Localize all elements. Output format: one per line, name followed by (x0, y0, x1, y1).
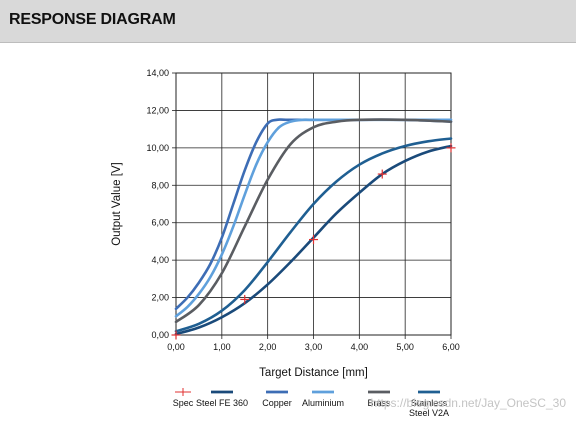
spec-point (309, 235, 318, 245)
series-line-aluminium (174, 118, 453, 318)
spec-point (377, 169, 387, 179)
x-tick-label: 2,00 (259, 342, 277, 352)
y-tick-label: 8,00 (151, 180, 169, 190)
legend-label-stainless-steel-v2a: Stainless (411, 398, 448, 408)
series-line-stainless-steel-v2a (174, 137, 453, 333)
legend-label-copper: Copper (262, 398, 292, 408)
y-tick-label: 4,00 (151, 255, 169, 265)
legend-label-stainless-steel-v2a: Steel V2A (409, 408, 449, 418)
x-axis-label: Target Distance [mm] (259, 367, 368, 379)
section-title: RESPONSE DIAGRAM (9, 11, 176, 28)
legend-label-spec: Spec (173, 398, 194, 408)
y-tick-label: 0,00 (151, 330, 169, 340)
y-axis-label: Output Value [V] (111, 162, 123, 246)
legend-label-aluminium: Aluminium (302, 398, 344, 408)
y-tick-label: 6,00 (151, 218, 169, 228)
watermark-text: https://blog.csdn.net/Jay_OneSC_30 (371, 396, 567, 410)
spec-point (171, 330, 181, 340)
legend-label-steel-fe-360: Steel FE 360 (196, 398, 248, 408)
x-tick-label: 3,00 (305, 342, 323, 352)
y-tick-label: 2,00 (151, 293, 169, 303)
x-tick-label: 6,00 (442, 342, 460, 352)
series-line-brass (174, 118, 453, 324)
spec-point (240, 294, 250, 304)
legend-label-brass: Brass (367, 398, 391, 408)
spec-point (446, 143, 456, 153)
x-tick-label: 4,00 (351, 342, 369, 352)
x-tick-label: 0,00 (167, 342, 185, 352)
y-tick-label: 14,00 (146, 68, 169, 78)
y-tick-label: 10,00 (146, 143, 169, 153)
x-tick-label: 5,00 (396, 342, 414, 352)
section-header: RESPONSE DIAGRAM (0, 0, 576, 43)
y-tick-label: 12,00 (146, 105, 169, 115)
x-tick-label: 1,00 (213, 342, 231, 352)
